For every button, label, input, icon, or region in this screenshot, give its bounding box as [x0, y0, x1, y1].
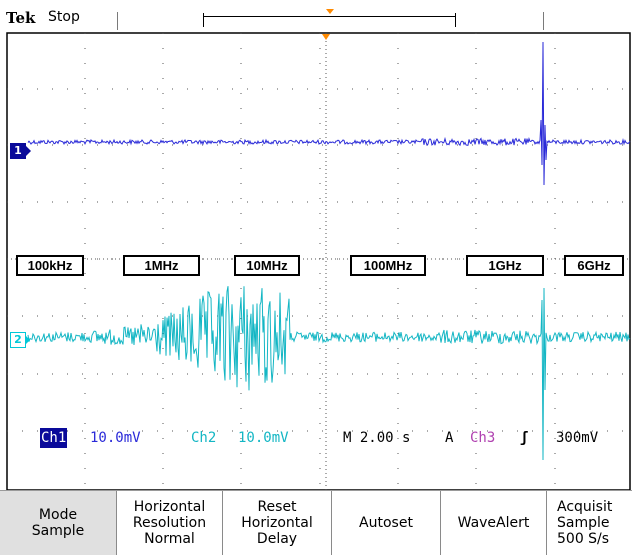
ch1-ground-marker[interactable]: 1 — [10, 143, 31, 159]
side-menu-bar: Mode Sample Horizontal Resolution Normal… — [0, 490, 632, 555]
wavealert-label: WaveAlert — [457, 515, 530, 531]
waveform-display — [6, 32, 631, 490]
ch2-ground-marker[interactable]: 2 — [10, 332, 30, 348]
ch1-scale: 10.0mV — [90, 430, 141, 446]
trigger-slope-icon: ʃ — [520, 430, 529, 446]
ch1-waveform — [27, 41, 631, 186]
freq-label-1ghz: 1GHz — [466, 255, 544, 276]
horizontal-resolution-button[interactable]: Horizontal Resolution Normal — [117, 491, 223, 555]
reset-delay-line3: Delay — [256, 531, 298, 547]
mode-value: Sample — [31, 523, 85, 539]
status-divider — [117, 12, 118, 30]
brand-logo: Tek — [6, 9, 36, 27]
timebase-readout: M 2.00 s — [343, 430, 411, 446]
ch2-waveform — [27, 286, 631, 461]
freq-label-100khz: 100kHz — [16, 255, 84, 276]
mode-button[interactable]: Mode Sample — [0, 491, 117, 555]
ch1-readout-badge[interactable]: Ch1 — [40, 428, 68, 448]
reset-delay-line1: Reset — [257, 499, 297, 515]
trigger-point-icon — [322, 34, 330, 40]
freq-label-6ghz: 6GHz — [564, 255, 624, 276]
horizontal-resolution-value: Normal — [144, 531, 195, 547]
acquisition-button[interactable]: Acquisit Sample 500 S/s — [547, 491, 632, 555]
autoset-label: Autoset — [359, 515, 413, 531]
trigger-mode: A — [445, 430, 454, 446]
status-bar: Tek Stop — [0, 0, 632, 33]
acquisition-mode: Sample — [557, 515, 610, 531]
autoset-button[interactable]: Autoset — [332, 491, 441, 555]
trigger-source: Ch3 — [470, 430, 496, 446]
ch2-readout-label[interactable]: Ch2 — [191, 430, 217, 446]
trigger-position-icon — [326, 9, 334, 14]
ch2-scale: 10.0mV — [238, 430, 289, 446]
wavealert-button[interactable]: WaveAlert — [441, 491, 547, 555]
horizontal-resolution-line1: Horizontal — [133, 499, 206, 515]
freq-label-10mhz: 10MHz — [234, 255, 300, 276]
ch2-marker-label: 2 — [14, 333, 22, 346]
status-divider — [543, 12, 544, 30]
acquisition-label: Acquisit — [557, 499, 613, 515]
reset-horizontal-delay-button[interactable]: Reset Horizontal Delay — [223, 491, 332, 555]
acquisition-state: Stop — [48, 9, 80, 25]
horizontal-resolution-line2: Resolution — [132, 515, 207, 531]
freq-label-100mhz: 100MHz — [350, 255, 426, 276]
mode-label: Mode — [38, 507, 78, 523]
ch1-marker-label: 1 — [14, 144, 22, 157]
record-view-bracket — [203, 13, 456, 27]
freq-label-1mhz: 1MHz — [123, 255, 200, 276]
acquisition-rate: 500 S/s — [557, 531, 610, 547]
reset-delay-line2: Horizontal — [241, 515, 313, 531]
trigger-level: 300mV — [556, 430, 599, 446]
